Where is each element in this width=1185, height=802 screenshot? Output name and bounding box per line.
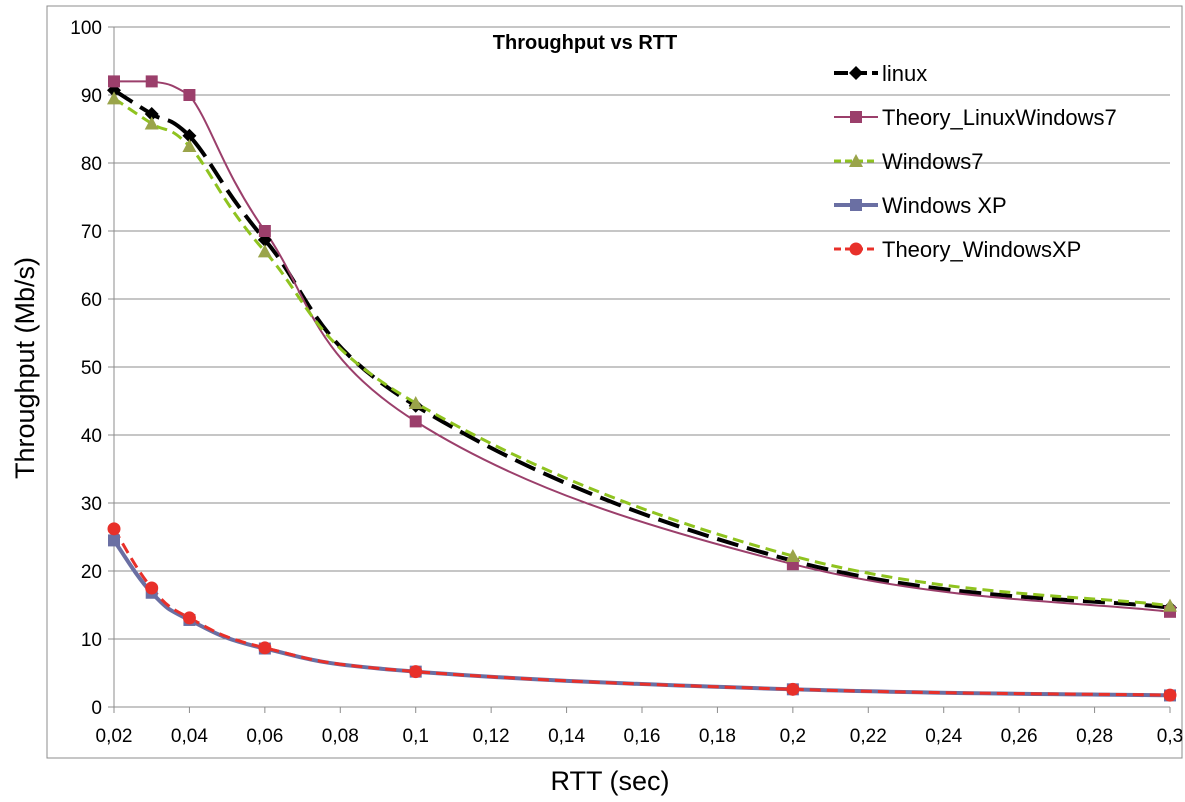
data-point-windows-xp	[108, 534, 120, 547]
data-point-windows7	[1163, 598, 1177, 612]
y-tick-label: 90	[81, 86, 102, 107]
data-point-theory-windowsxp	[409, 665, 423, 679]
data-point-linux	[144, 107, 159, 122]
data-point-windows7	[785, 549, 800, 563]
axes: 0 10 20 30 40 50 60 70 80 90 100 0,02 0,04 0,06 0,08 0,…	[70, 18, 1183, 747]
legend-marker-windows-xp	[850, 199, 862, 211]
data-point-windows7	[257, 244, 272, 258]
legend-label-windows7: Windows7	[882, 149, 983, 174]
legend-label-linux: linux	[882, 61, 927, 86]
x-axis-label: RTT (sec)	[550, 766, 669, 796]
x-tick-label: 0,2	[780, 726, 806, 747]
legend-label-theory-windowsxp: Theory_WindowsXP	[882, 237, 1081, 262]
legend: linux Theory_LinuxWindows7 Windows7 Windows…	[834, 61, 1117, 262]
y-tick-label: 30	[81, 494, 102, 515]
chart-title: Throughput vs RTT	[493, 32, 677, 54]
data-point-theory-windowsxp	[1163, 688, 1177, 702]
legend-marker-theory-windowsxp	[849, 242, 863, 256]
data-point-linux	[182, 128, 197, 143]
data-point-theory-linuxwindows7	[145, 75, 158, 88]
x-tick-label: 0,04	[171, 726, 208, 747]
x-tick-label: 0,08	[322, 726, 359, 747]
data-point-theory-windowsxp	[145, 581, 159, 595]
plot-frame	[46, 5, 1183, 759]
x-tick-label: 0,06	[246, 726, 283, 747]
data-point-theory-linuxwindows7	[409, 415, 422, 428]
x-tick-label: 0,02	[96, 726, 133, 747]
legend-marker-linux	[849, 66, 863, 80]
data-point-theory-windowsxp	[258, 641, 272, 655]
y-tick-label: 10	[81, 630, 102, 651]
y-tick-label: 40	[81, 426, 102, 447]
y-tick-label: 50	[81, 358, 102, 379]
x-tick-label: 0,18	[699, 726, 736, 747]
y-tick-label: 0	[91, 698, 102, 719]
data-point-windows7	[408, 396, 423, 410]
x-tick-label: 0,16	[624, 726, 661, 747]
y-tick-label: 80	[81, 154, 102, 175]
series-line-theory-windowsxp	[112, 528, 1171, 697]
legend-marker-theory-linuxwindows7	[850, 111, 862, 123]
x-tick-label: 0,1	[403, 726, 429, 747]
y-tick-label: 20	[81, 562, 102, 583]
gridlines	[114, 26, 1170, 640]
data-point-windows7	[182, 139, 197, 152]
y-axis-label: Throughput (Mb/s)	[10, 257, 40, 479]
series-line-windows7	[113, 97, 1171, 608]
legend-label-windows-xp: Windows XP	[882, 193, 1007, 218]
data-point-theory-windowsxp	[107, 522, 121, 536]
data-point-theory-linuxwindows7	[183, 89, 196, 101]
data-point-theory-linuxwindows7	[258, 225, 271, 237]
y-tick-label: 100	[70, 18, 102, 39]
legend-label-theory-linuxwindows7: Theory_LinuxWindows7	[882, 105, 1117, 130]
data-point-theory-windowsxp	[182, 611, 196, 625]
y-tick-label: 60	[81, 290, 102, 311]
series-markers	[107, 75, 1177, 702]
x-tick-label: 0,14	[548, 726, 585, 747]
series-line-linux	[112, 88, 1171, 610]
x-tick-label: 0,24	[925, 726, 962, 747]
data-point-theory-windowsxp	[786, 682, 800, 696]
x-tick-label: 0,22	[850, 726, 887, 747]
data-point-windows7	[107, 91, 121, 105]
legend-marker-windows7	[849, 154, 863, 167]
x-tick-label: 0,28	[1076, 726, 1113, 747]
data-point-windows7	[144, 116, 159, 130]
series-lines	[112, 80, 1171, 698]
x-tick-label: 0,3	[1157, 726, 1183, 747]
x-tick-label: 0,26	[1001, 726, 1038, 747]
data-point-theory-linuxwindows7	[108, 75, 120, 88]
series-line-theory-linuxwindows7	[113, 80, 1171, 613]
y-tick-label: 70	[81, 222, 102, 243]
x-tick-label: 0,12	[473, 726, 510, 747]
